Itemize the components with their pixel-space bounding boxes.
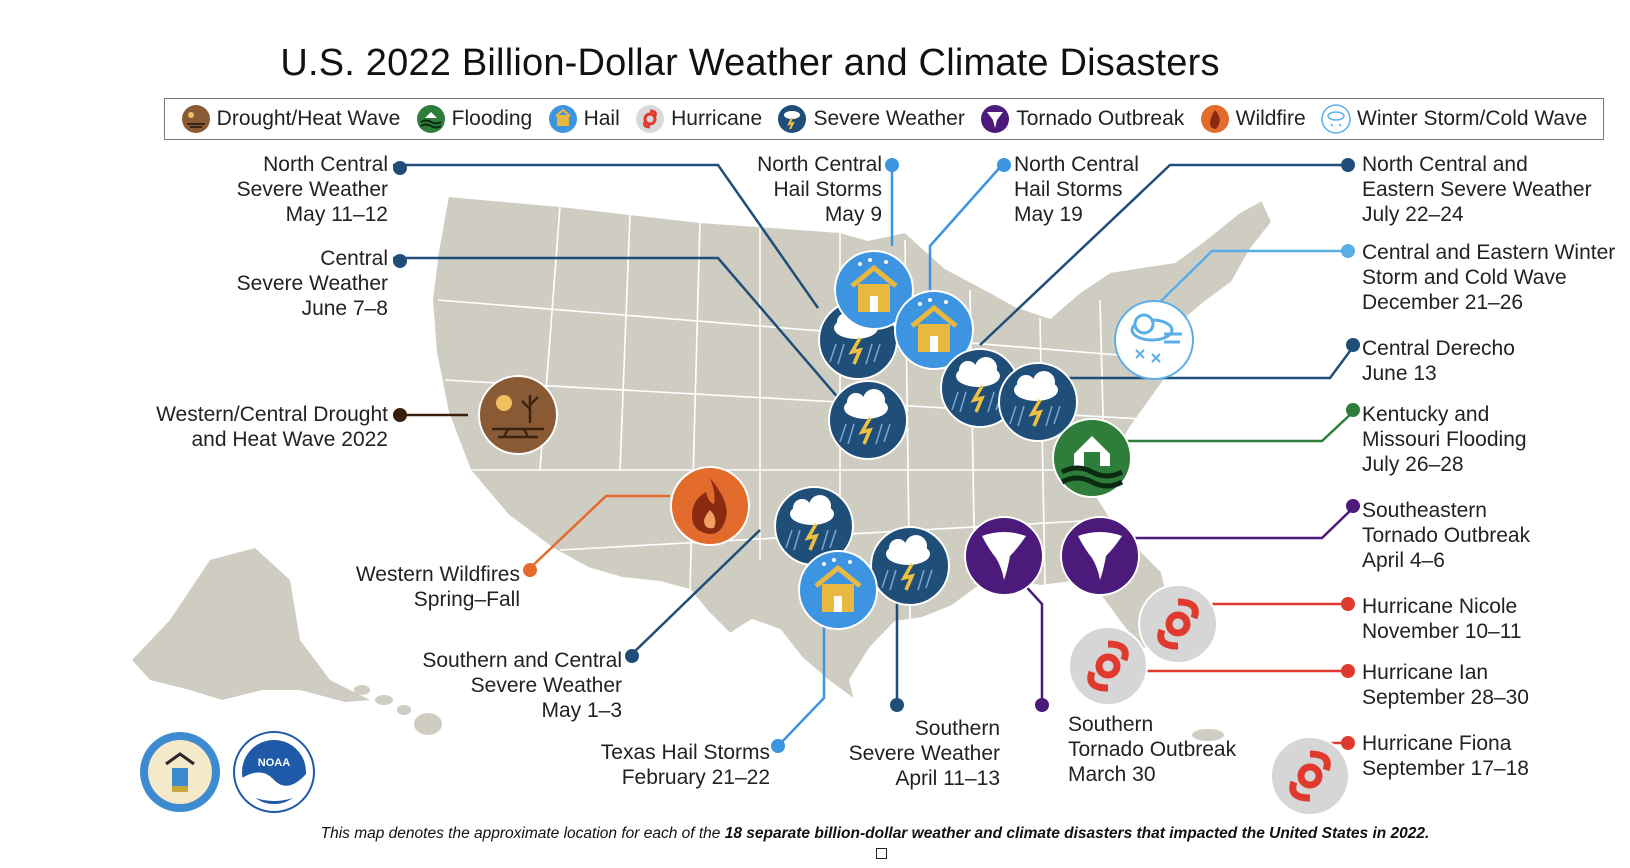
legend-label: Drought/Heat Wave [216, 107, 401, 130]
legend-label: Hurricane [671, 107, 763, 130]
legend-item-tornado: Tornado Outbreak [980, 104, 1184, 134]
event-label: Southern Tornado Outbreak March 30 [1068, 713, 1237, 786]
event-label: North Central Hail Storms May 9 [757, 153, 882, 226]
legend-label: Flooding [451, 107, 533, 130]
map-icon-central-severe [827, 379, 909, 461]
event-label: Southeastern Tornado Outbreak April 4–6 [1362, 499, 1531, 572]
event-label: Texas Hail Storms February 21–22 [600, 741, 770, 789]
alaska-shape [132, 548, 370, 702]
map-icon-hurricane-fiona [1271, 737, 1349, 815]
svg-text:NOAA: NOAA [258, 757, 290, 769]
hail-icon [548, 105, 577, 133]
map-icon-western-wildfires [670, 466, 750, 546]
legend-label: Severe Weather [813, 107, 965, 130]
small-square-icon [876, 848, 887, 859]
event-label: North Central Severe Weather May 11–12 [236, 153, 388, 226]
event-label: Central and Eastern Winter Storm and Col… [1362, 241, 1616, 314]
map-icon-southeastern-tornado [1060, 516, 1140, 596]
footnote-prefix: This map denotes the approximate locatio… [320, 825, 725, 842]
legend-item-flooding: Flooding [416, 104, 533, 134]
event-label: North Central Hail Storms May 19 [1014, 153, 1139, 226]
event-label: Central Severe Weather June 7–8 [236, 247, 388, 320]
legend-item-wildfire: Wildfire [1200, 104, 1306, 134]
legend-item-drought: Drought/Heat Wave [181, 104, 401, 134]
event-label: Southern Severe Weather April 11–13 [848, 717, 1000, 790]
legend-item-hurricane: Hurricane [635, 104, 762, 134]
legend-item-severe-weather: Severe Weather [777, 104, 965, 134]
wildfire-icon [1200, 105, 1229, 133]
legend: Drought/Heat Wave Flooding Hail Hurrican… [164, 98, 1604, 140]
footnote: This map denotes the approximate locatio… [0, 825, 1630, 843]
page-title: U.S. 2022 Billion-Dollar Weather and Cli… [280, 42, 1220, 84]
map-icon-drought [478, 375, 558, 455]
legend-label: Winter Storm/Cold Wave [1357, 107, 1588, 130]
event-label: Western Wildfires Spring–Fall [355, 563, 520, 611]
footnote-bold: 18 separate billion-dollar weather and c… [724, 825, 1430, 842]
event-label: Southern and Central Severe Weather May … [422, 649, 622, 722]
event-label: Hurricane Fiona September 17–18 [1362, 732, 1529, 780]
tornado-icon [981, 105, 1010, 133]
legend-item-hail: Hail [548, 104, 620, 134]
map-icon-southern-severe [869, 525, 951, 607]
event-label: Hurricane Nicole November 10–11 [1362, 595, 1522, 643]
legend-item-winter-storm: Winter Storm/Cold Wave [1321, 104, 1587, 134]
hawaii-shape [354, 685, 442, 735]
hurricane-icon [636, 105, 665, 133]
legend-label: Wildfire [1235, 107, 1306, 130]
severe-weather-icon [778, 105, 807, 133]
connector-lines [393, 163, 1355, 747]
legend-label: Hail [583, 107, 620, 130]
map-icon-winter-storm [1114, 300, 1194, 380]
map-icon-texas-hail [799, 551, 877, 629]
puerto-rico-shape [1192, 729, 1224, 741]
winter-storm-icon [1321, 104, 1351, 134]
drought-icon [181, 105, 210, 133]
legend-label: Tornado Outbreak [1016, 107, 1185, 130]
map-icon-hurricane-nicole [1139, 585, 1217, 663]
flooding-icon [416, 105, 445, 133]
connector-dots [393, 158, 1360, 753]
noaa-logo-icon: NOAA [233, 731, 315, 813]
map-icon-southern-tornado [964, 516, 1044, 596]
event-label: North Central and Eastern Severe Weather… [1362, 153, 1592, 226]
event-label: Hurricane Ian September 28–30 [1362, 661, 1529, 709]
commerce-seal-icon [140, 732, 220, 812]
event-label: Central Derecho June 13 [1362, 337, 1515, 385]
event-label: Western/Central Drought and Heat Wave 20… [156, 403, 388, 451]
map-icon-kentucky-flooding [1052, 418, 1132, 498]
map-icon-hurricane-ian [1069, 627, 1147, 705]
event-label: Kentucky and Missouri Flooding July 26–2… [1362, 403, 1527, 476]
